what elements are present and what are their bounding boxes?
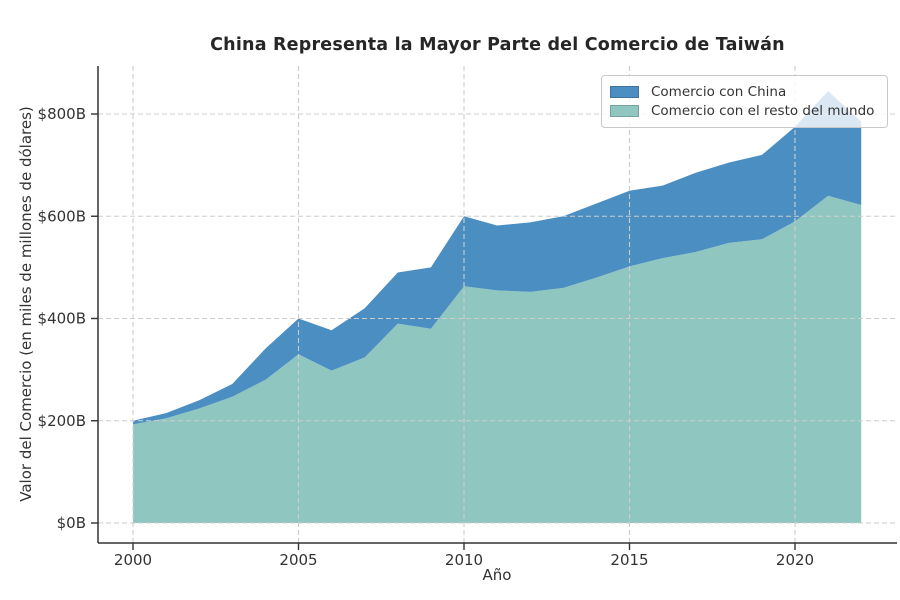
- rest-of-world-area: [133, 195, 862, 524]
- legend-label-china: Comercio con China: [651, 83, 787, 100]
- y-tick-label: $600B: [38, 207, 86, 225]
- y-tick-label: $400B: [38, 310, 86, 328]
- x-tick-label: 2020: [776, 551, 814, 569]
- chart-title: China Representa la Mayor Parte del Come…: [210, 35, 785, 55]
- y-axis-title: Valor del Comercio (en miles de millones…: [17, 106, 35, 502]
- rest-of-world-color-swatch-icon: [610, 105, 639, 118]
- x-axis-title: Año: [482, 566, 512, 584]
- x-tick-label: 2010: [445, 551, 483, 569]
- y-tick-label: $0B: [57, 514, 86, 532]
- legend-item-china: Comercio con China: [610, 84, 877, 100]
- china-area: [133, 90, 862, 425]
- y-tick-label: $800B: [38, 105, 86, 123]
- x-tick-label: 2015: [610, 551, 648, 569]
- legend-label-rest-of-world: Comercio con el resto del mundo: [651, 103, 875, 120]
- x-tick-label: 2005: [279, 551, 317, 569]
- y-tick-label: $200B: [38, 412, 86, 430]
- china-color-swatch-icon: [610, 85, 639, 98]
- legend-item-rest-of-world: Comercio con el resto del mundo: [610, 103, 877, 119]
- legend: Comercio con China Comercio con el resto…: [601, 75, 888, 128]
- x-tick-label: 2000: [114, 551, 152, 569]
